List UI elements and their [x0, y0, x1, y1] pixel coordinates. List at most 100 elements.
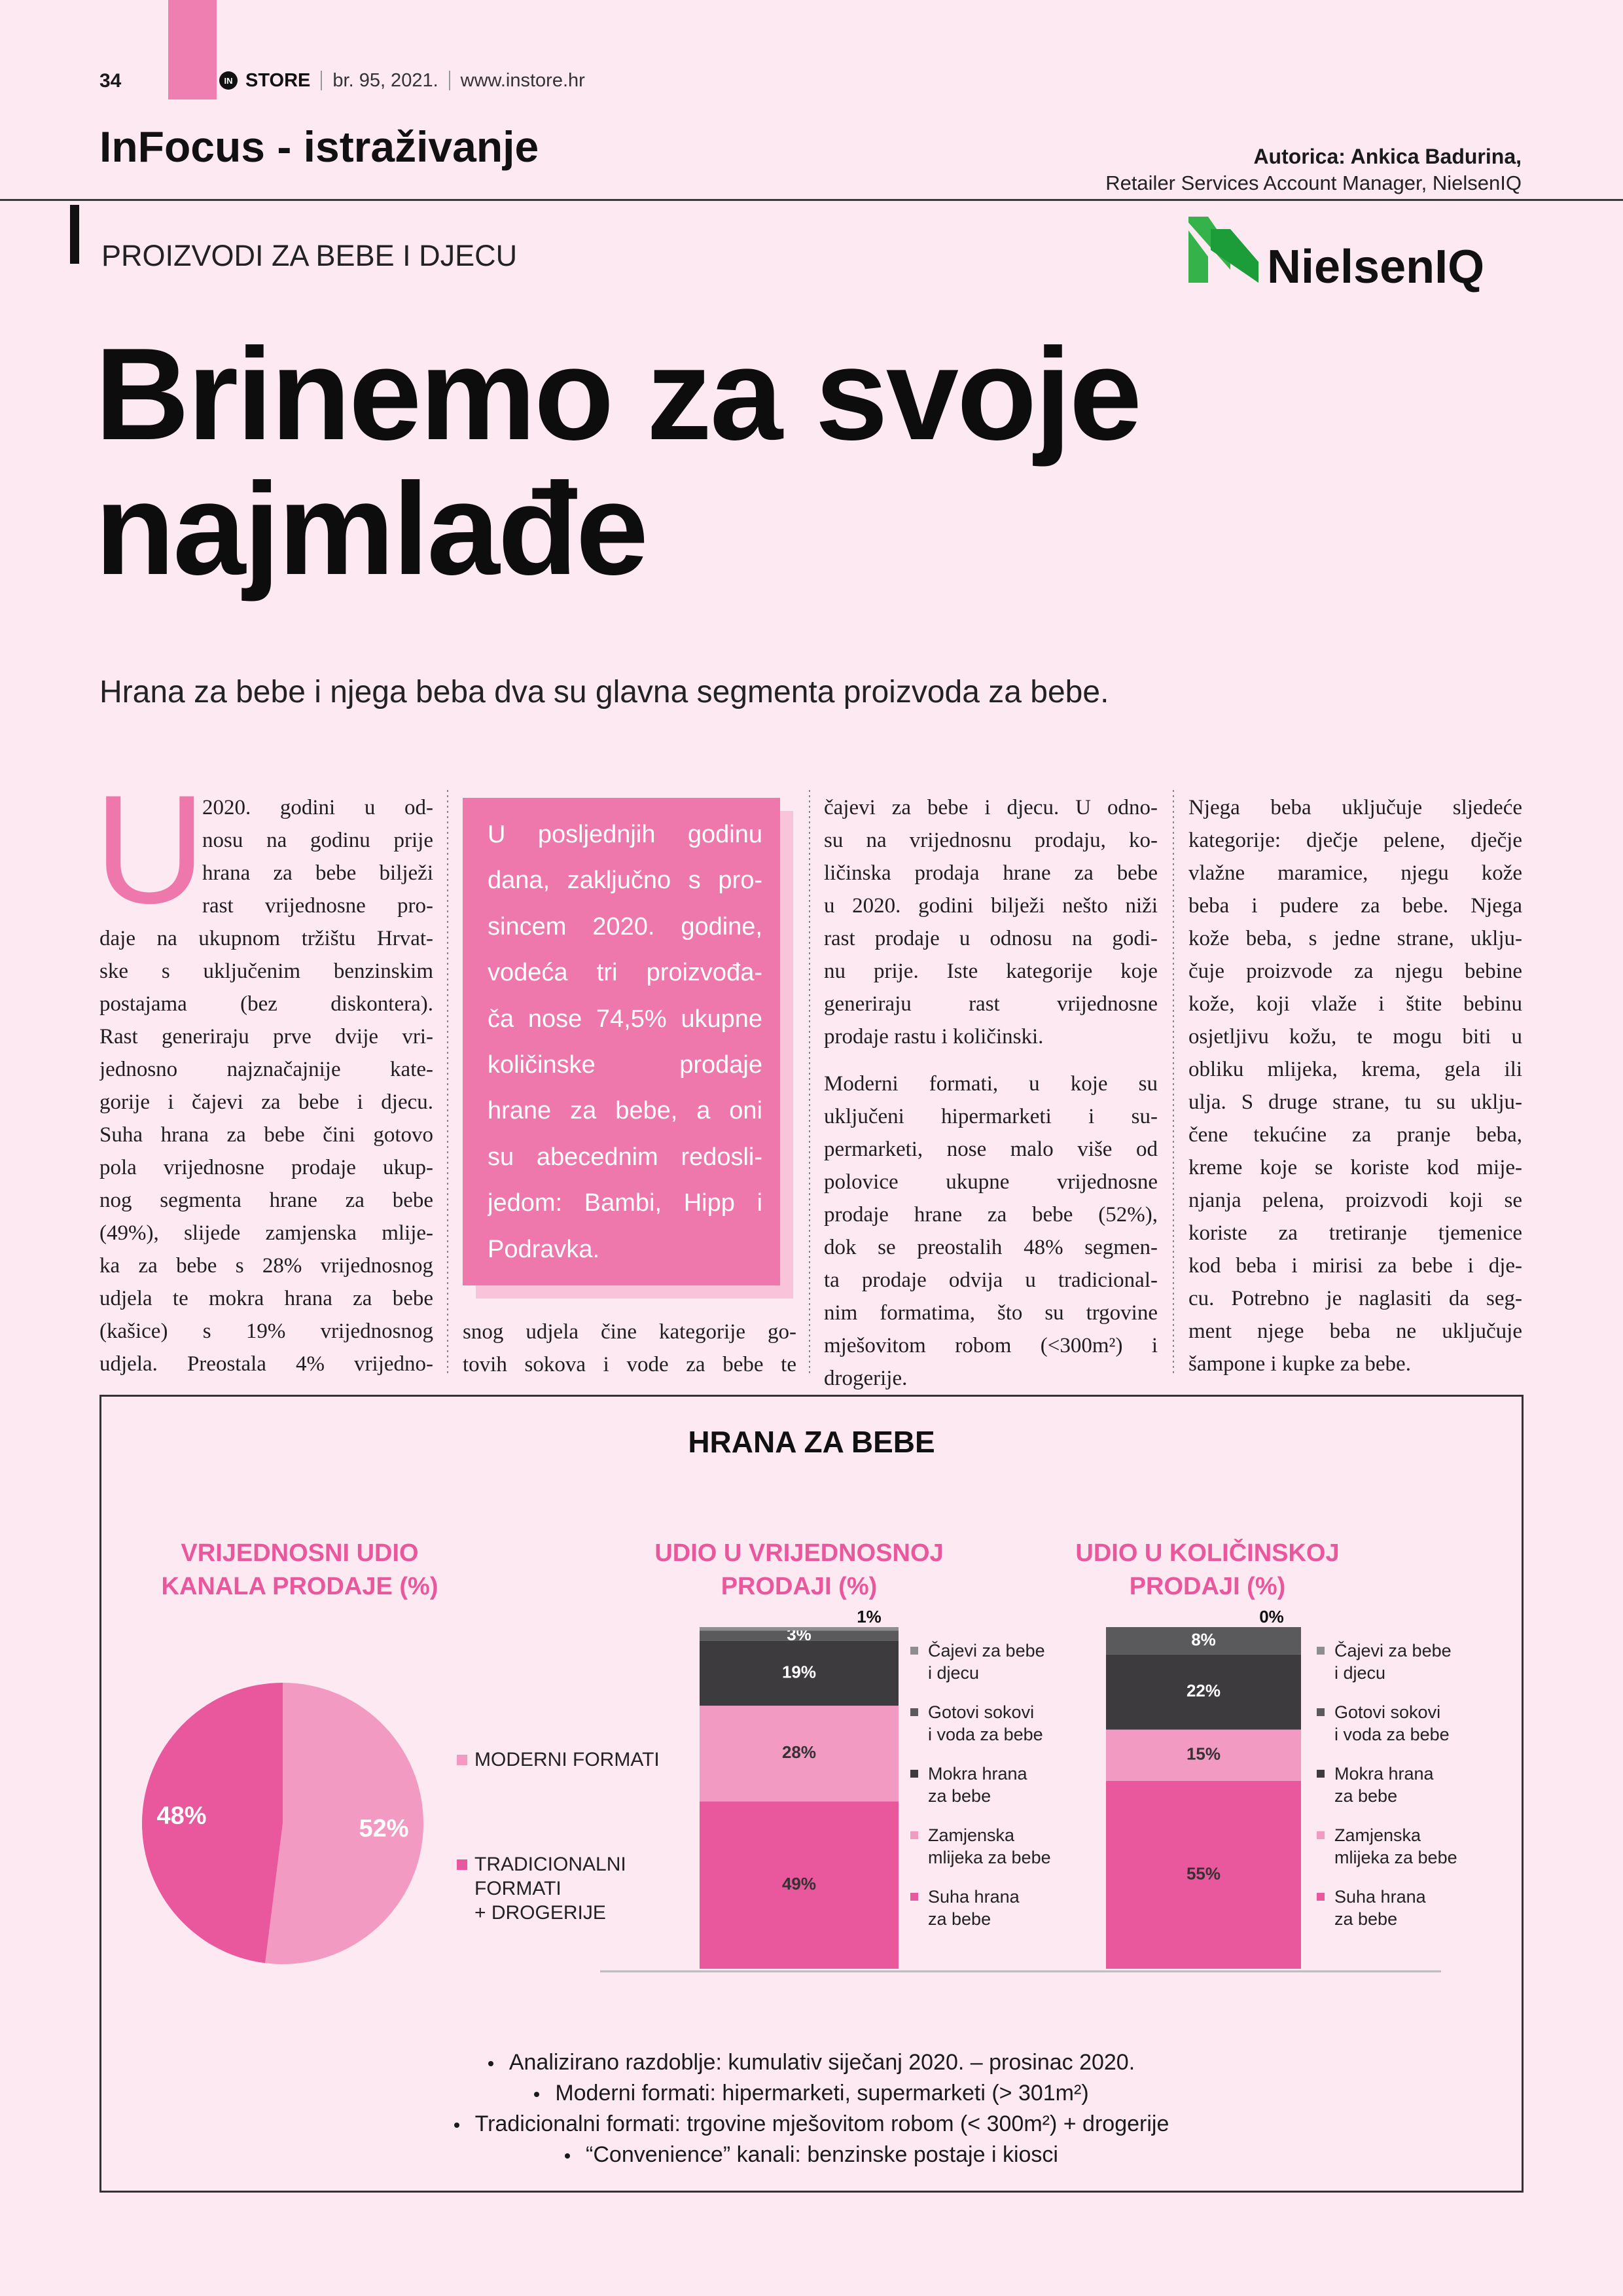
bar-segment: [1106, 1627, 1301, 1655]
body-line: kože beba, s jedne strane, uklju-: [1188, 927, 1522, 950]
chart-title: UDIO U KOLIČINSKOJ PRODAJI (%): [1075, 1539, 1340, 1600]
body-line: 2020. godini u od-: [202, 796, 433, 819]
pull-quote-line: U posljednjih godinu: [488, 821, 762, 848]
bullet: [565, 2153, 571, 2159]
body-line: ka za bebe s 28% vrijednosnog: [99, 1254, 433, 1278]
body-line: vlažne maramice, njegu kože: [1188, 861, 1522, 885]
note-text: Tradicionalni formati: trgovine mješovit…: [474, 2111, 1169, 2136]
bar-label: 8%: [1191, 1630, 1216, 1649]
body-line: uključeni hipermarketi i su-: [824, 1105, 1158, 1128]
legend-swatch: [910, 1770, 918, 1778]
bar-segment: [700, 1706, 899, 1802]
body-line: pola vrijednosne prodaje ukup-: [99, 1156, 433, 1179]
pull-quote-line: vodeća tri proizvođa-: [488, 959, 762, 987]
body-line: rast prodaje u odnosu na godi-: [824, 927, 1158, 950]
body-line: cu. Potrebno je naglasiti da seg-: [1188, 1287, 1522, 1310]
logo-shape: [1188, 217, 1230, 270]
note-text: “Convenience” kanali: benzinske postaje …: [586, 2142, 1058, 2167]
body-line: Moderni formati, u koje su: [824, 1072, 1158, 1096]
pull-quote-line: hrane za bebe, a oni: [488, 1097, 762, 1125]
legend-label: Čajevi za bebe i djecu: [1334, 1641, 1452, 1683]
bar-segment: [1106, 1780, 1301, 1969]
body-line: beba i pudere za bebe. Njega: [1188, 894, 1522, 918]
bar-label: 49%: [782, 1874, 816, 1893]
bar-label: 28%: [782, 1742, 816, 1762]
legend-swatch: [1317, 1647, 1325, 1655]
bar-label: 19%: [782, 1662, 816, 1681]
legend-label: Zamjenska mlijeka za bebe: [928, 1825, 1051, 1867]
pull-quote-line: sincem 2020. godine,: [488, 912, 762, 941]
note: Analizirano razdoblje: kumulativ siječan…: [99, 2047, 1524, 2077]
body-line: postajama (bez diskontera).: [99, 992, 433, 1016]
note-text: Analizirano razdoblje: kumulativ siječan…: [508, 2050, 1135, 2075]
logo-shape: [1211, 229, 1258, 283]
legend-label: Gotovi sokovi i voda za bebe: [928, 1702, 1043, 1744]
body-line: čuje proizvode za njegu bebine: [1188, 960, 1522, 983]
pull-quote-box: [463, 798, 780, 1285]
header-bar: IN STORE br. 95, 2021. www.instore.hr: [219, 67, 585, 94]
legend-label: Mokra hrana za bebe: [1334, 1764, 1434, 1806]
body-line: kreme koje se koriste kod mije-: [1188, 1156, 1522, 1179]
bar-segment: [1106, 1654, 1301, 1730]
pull-quote-line: ča nose 74,5% ukupne: [488, 1005, 762, 1033]
pie-slice: [265, 1683, 423, 1964]
body-line: drogerije.: [824, 1367, 908, 1390]
legend-swatch: [910, 1708, 918, 1716]
page-number: 34: [99, 70, 122, 92]
legend-label: Zamjenska mlijeka za bebe: [1334, 1825, 1457, 1867]
body-line: (49%), slijede zamjenska mlije-: [99, 1221, 433, 1245]
body-line: nog segmenta hrane za bebe: [99, 1189, 433, 1212]
body-line: Njega beba uključuje sljedeće: [1188, 796, 1522, 819]
body-line: prodaje rastu i količinski.: [824, 1025, 1044, 1049]
body-line: kod beba i mirisi za bebe i dje-: [1188, 1254, 1522, 1278]
bar-label: 22%: [1186, 1681, 1221, 1700]
author: Autorica: Ankica Badurina,: [1253, 145, 1522, 168]
header-accent: [168, 0, 217, 99]
legend-swatch: [1317, 1831, 1325, 1839]
bar-label: 55%: [1186, 1863, 1221, 1883]
author-role: Retailer Services Account Manager, Niels…: [1105, 171, 1522, 194]
legend-label: MODERNI FORMATI: [474, 1749, 660, 1770]
legend-swatch: [457, 1755, 467, 1765]
body-line: kategorije: dječje pelene, dječje: [1188, 829, 1522, 852]
body-line: čajevi za bebe i djecu. U odno-: [824, 796, 1158, 819]
bar-segment: [700, 1801, 899, 1969]
pie-label: 48%: [156, 1802, 206, 1829]
logo-text: NielsenIQ: [1267, 241, 1485, 293]
note-text: Moderni formati: hipermarketi, supermark…: [555, 2081, 1089, 2106]
legend-swatch: [457, 1859, 467, 1870]
pull-quote-line: Podravka.: [488, 1235, 600, 1263]
body-line: koriste za tretiranje tjemenice: [1188, 1221, 1522, 1245]
body-line: Rast generiraju prve dvije vri-: [99, 1025, 433, 1049]
separator: [448, 71, 450, 90]
body-line: Suha hrana za bebe čini gotovo: [99, 1123, 433, 1147]
body-line: polovice ukupne vrijednosne: [824, 1170, 1158, 1194]
note: Moderni formati: hipermarketi, supermark…: [99, 2078, 1524, 2108]
legend-swatch: [1317, 1770, 1325, 1778]
body-line: mješovitom robom (<300m²) i: [824, 1334, 1158, 1357]
body-line: gorije i čajevi za bebe i djecu.: [99, 1090, 433, 1114]
logo-shape: [1188, 230, 1208, 283]
body-line: ličinska prodaja hrane za bebe: [824, 861, 1158, 885]
body-line: udjela te mokra hrana za bebe: [99, 1287, 433, 1310]
pull-quote-line: su abecednim redosli-: [488, 1143, 762, 1171]
bar-segment: [1106, 1729, 1301, 1781]
pie-slice: [141, 1683, 283, 1964]
body-line: generiraju rast vrijednosne: [824, 992, 1158, 1016]
body-line: obliku mlijeka, krema, gela ili: [1188, 1058, 1522, 1081]
article-title: Brinemo za svoje najmlađe: [95, 321, 1142, 602]
bullet: [454, 2123, 459, 2128]
chart-box: [99, 1395, 1524, 2193]
body-line: ulja. S druge strane, tu su uklju-: [1188, 1090, 1522, 1114]
body-line: ske s uključenim benzinskim: [99, 960, 433, 983]
body-line: permarketi, nose malo više od: [824, 1138, 1158, 1161]
body-line: njanja pelena, proizvodi koji se: [1188, 1189, 1522, 1212]
section-marker: [70, 205, 79, 264]
bar-label: 15%: [1186, 1744, 1221, 1764]
body-line: (kašice) s 19% vrijednosnog: [99, 1319, 433, 1343]
pull-quote-line: jedom: Bambi, Hipp i: [488, 1189, 762, 1217]
article-lead: Hrana za bebe i njega beba dva su glavna…: [99, 675, 1109, 709]
legend-swatch: [910, 1647, 918, 1655]
body-line: ment njege beba ne uključuje: [1188, 1319, 1522, 1343]
